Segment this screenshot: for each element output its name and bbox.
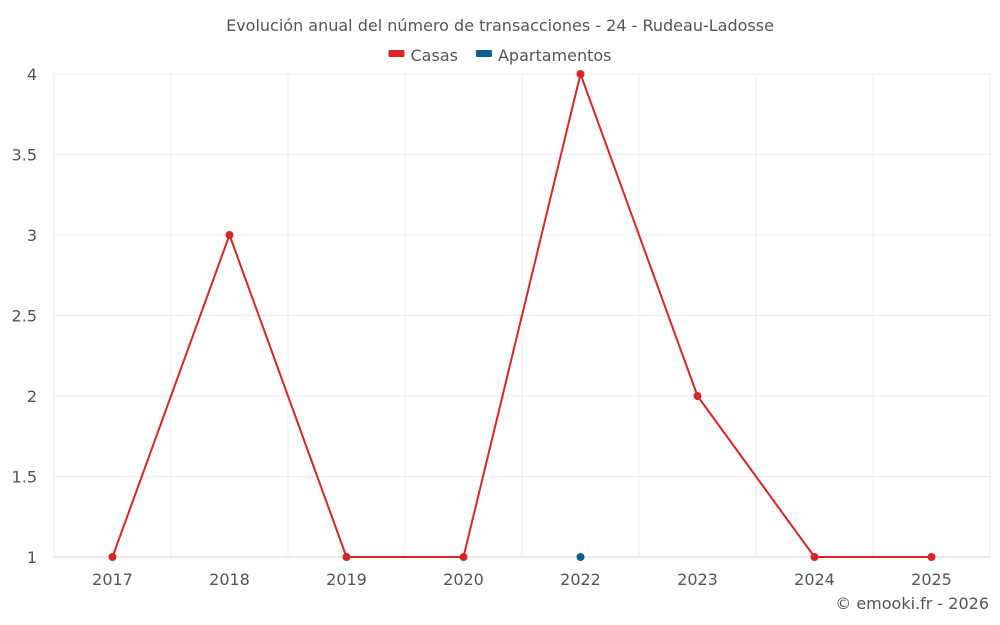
x-tick-label: 2018 xyxy=(209,570,250,589)
series-layer xyxy=(108,70,936,561)
y-tick-label: 2 xyxy=(27,387,37,406)
data-point-casas[interactable] xyxy=(576,70,585,78)
legend-swatch xyxy=(388,50,405,57)
x-tick-label: 2020 xyxy=(443,570,484,589)
legend-label: Casas xyxy=(411,46,458,65)
legend-item-apartamentos[interactable]: Apartamentos xyxy=(475,46,612,65)
legend: Casas Apartamentos xyxy=(388,46,612,65)
data-point-casas[interactable] xyxy=(108,553,117,561)
legend-swatch xyxy=(475,50,492,57)
chart-title: Evolución anual del número de transaccio… xyxy=(226,16,774,35)
y-tick-label: 3.5 xyxy=(12,146,37,165)
series-line-casas xyxy=(111,70,932,558)
data-point-casas[interactable] xyxy=(927,553,936,561)
y-tick-label: 2.5 xyxy=(12,307,37,326)
data-point-casas[interactable] xyxy=(810,553,819,561)
data-point-casas[interactable] xyxy=(459,553,468,561)
y-tick-label: 1.5 xyxy=(12,468,37,487)
x-tick-label: 2019 xyxy=(326,570,367,589)
data-point-casas[interactable] xyxy=(342,553,351,561)
x-tick-label: 2022 xyxy=(560,570,601,589)
x-tick-label: 2023 xyxy=(677,570,718,589)
legend-label: Apartamentos xyxy=(498,46,612,65)
data-point-casas[interactable] xyxy=(693,392,702,400)
y-axis: 1 1.5 2 2.5 3 3.5 4 xyxy=(12,65,37,567)
x-tick-label: 2017 xyxy=(92,570,133,589)
y-tick-label: 4 xyxy=(27,65,37,84)
credit-text: © emooki.fr - 2026 xyxy=(835,594,989,613)
x-axis: 2017 2018 2019 2020 2022 2023 2024 2025 xyxy=(92,570,952,589)
data-point-apartamentos[interactable] xyxy=(576,553,585,561)
x-tick-label: 2025 xyxy=(911,570,952,589)
data-point-casas[interactable] xyxy=(225,231,234,239)
x-tick-label: 2024 xyxy=(794,570,835,589)
legend-item-casas[interactable]: Casas xyxy=(388,46,458,65)
y-tick-label: 3 xyxy=(27,226,37,245)
y-tick-label: 1 xyxy=(27,548,37,567)
